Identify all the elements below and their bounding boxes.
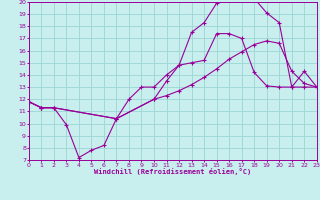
X-axis label: Windchill (Refroidissement éolien,°C): Windchill (Refroidissement éolien,°C): [94, 168, 252, 175]
